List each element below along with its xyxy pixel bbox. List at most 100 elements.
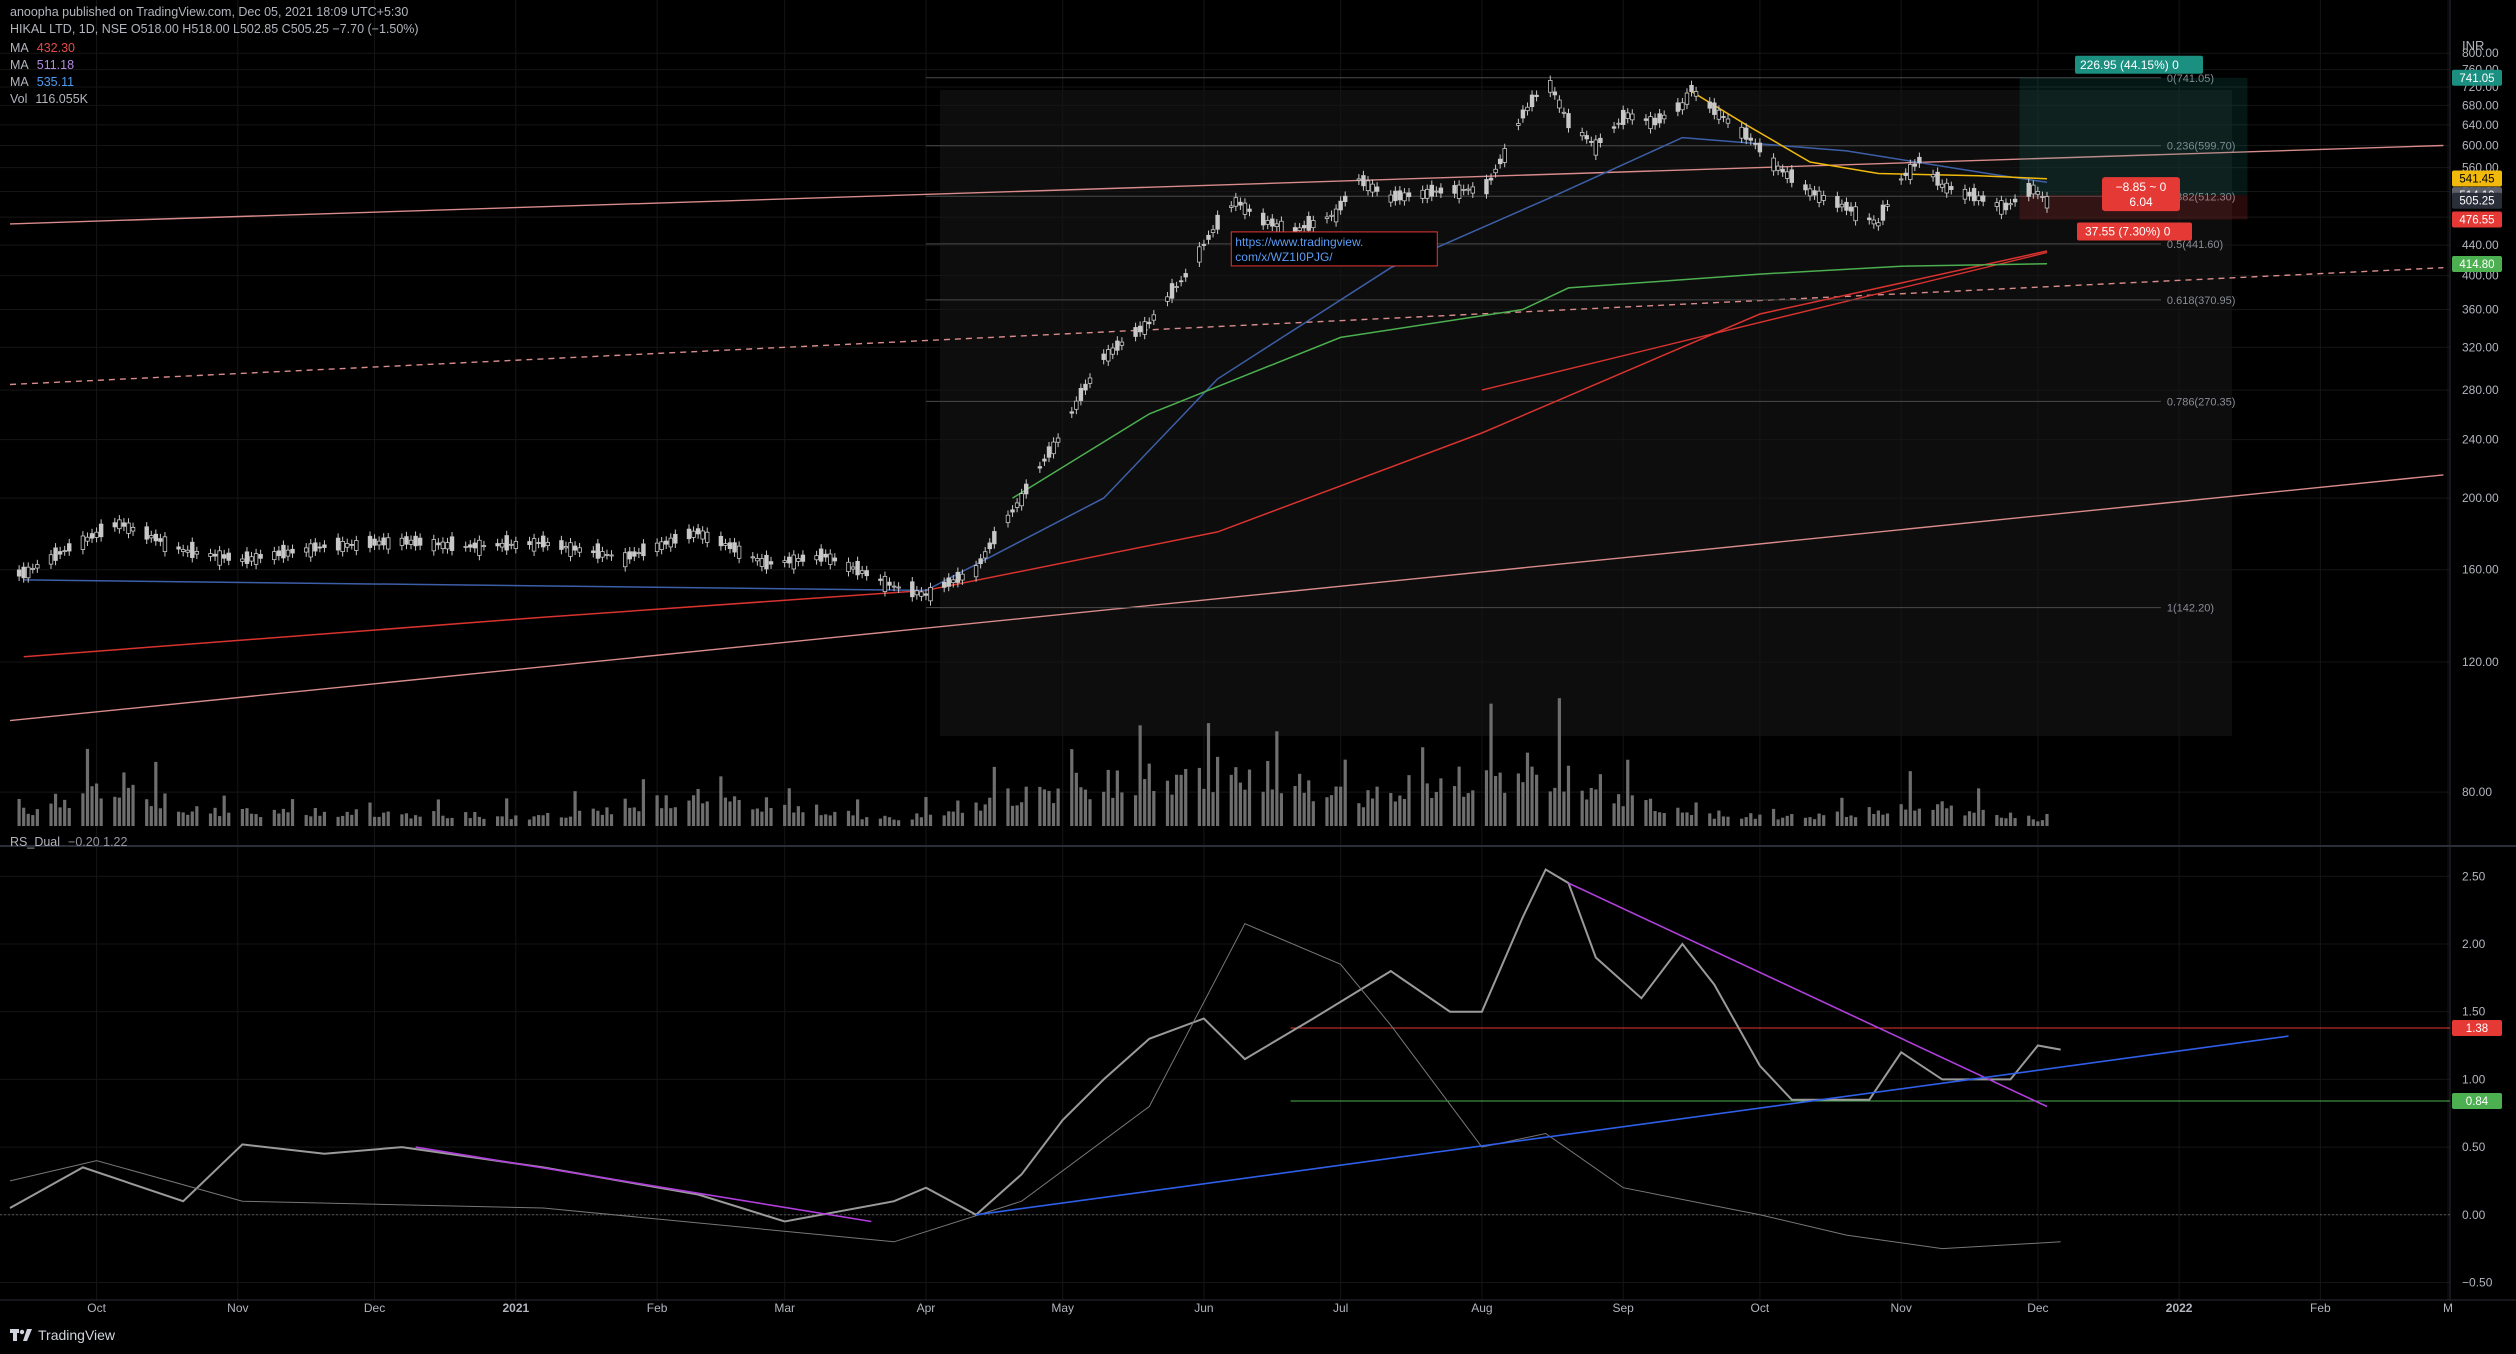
candle-body xyxy=(1980,195,1986,202)
candle-body xyxy=(21,566,26,579)
candle-body xyxy=(723,543,728,546)
volume-bar xyxy=(910,819,914,826)
volume-bar xyxy=(764,797,769,826)
candle-body xyxy=(53,547,58,561)
candle-body xyxy=(632,551,637,557)
candle-body xyxy=(1493,168,1498,174)
volume-bar xyxy=(445,818,450,826)
candle-body xyxy=(1967,191,1972,197)
x-axis-tick-label: Oct xyxy=(1751,1301,1770,1315)
candle-body xyxy=(1238,201,1243,206)
candle-body xyxy=(800,554,806,562)
volume-bar xyxy=(1771,808,1776,826)
volume-bar xyxy=(1375,786,1379,826)
volume-bar xyxy=(596,810,600,826)
volume-bar xyxy=(687,800,691,826)
volume-bar xyxy=(1243,789,1247,826)
volume-bar xyxy=(186,814,190,826)
candle-body xyxy=(1365,180,1371,192)
candle-body xyxy=(98,523,104,538)
volume-bar xyxy=(1803,817,1808,826)
candle-body xyxy=(495,543,500,547)
candle-body xyxy=(1151,314,1157,321)
candle-body xyxy=(1274,223,1280,228)
candle-body xyxy=(591,550,596,553)
price-axis-badge-label: 476.55 xyxy=(2459,214,2494,226)
candle-body xyxy=(67,543,72,552)
candle-body xyxy=(1470,186,1475,194)
volume-bar xyxy=(496,816,500,826)
candle-body xyxy=(1137,325,1143,333)
price-tick-label: 280.00 xyxy=(2462,383,2499,397)
candle-body xyxy=(376,540,382,546)
volume-bar xyxy=(737,800,741,826)
rs-tick-label: 1.50 xyxy=(2462,1005,2486,1019)
volume-bar xyxy=(1972,812,1976,826)
volume-bar xyxy=(1006,788,1010,826)
volume-bar xyxy=(1822,815,1826,826)
volume-bar xyxy=(468,818,472,826)
rs-axis-badge-label: 1.38 xyxy=(2466,1023,2488,1035)
candle-body xyxy=(258,554,263,559)
volume-bar xyxy=(149,806,153,826)
rs-axis-badge xyxy=(2452,1093,2502,1110)
candle-body xyxy=(1534,94,1539,97)
candle-body xyxy=(1962,188,1968,200)
candle-body xyxy=(1589,141,1594,143)
candle-body xyxy=(180,549,186,552)
candle-body xyxy=(700,530,705,540)
price-axis-badge-label: 505.25 xyxy=(2459,196,2494,208)
candle-body xyxy=(1074,400,1079,410)
volume-bar xyxy=(1562,791,1566,826)
candle-body xyxy=(1301,225,1307,229)
volume-bar xyxy=(286,812,290,826)
volume-bar xyxy=(1708,813,1712,826)
price-tick-label: 400.00 xyxy=(2462,269,2499,283)
volume-bar xyxy=(413,815,418,826)
volume-bar xyxy=(1840,797,1844,826)
volume-bar xyxy=(865,817,869,826)
candle-body xyxy=(1051,441,1056,455)
volume-bar xyxy=(1074,772,1078,826)
price-axis-badge xyxy=(2452,170,2502,187)
candle-body xyxy=(322,544,327,548)
volume-bar xyxy=(1334,786,1338,826)
candle-body xyxy=(130,526,136,532)
volume-bar xyxy=(988,797,992,826)
volume-bar xyxy=(1088,799,1092,826)
volume-bar xyxy=(573,791,577,826)
candle-body xyxy=(1338,200,1343,211)
x-axis-tick-label: Mar xyxy=(774,1301,795,1315)
candle-body xyxy=(1721,116,1726,118)
candle-body xyxy=(850,566,856,570)
candle-body xyxy=(1548,80,1553,93)
x-axis-tick-label: Aug xyxy=(1471,1301,1492,1315)
fib-level-label: 0.786(270.35) xyxy=(2167,396,2236,408)
candle-body xyxy=(80,535,86,550)
volume-bar xyxy=(924,797,928,826)
volume-bar xyxy=(1534,774,1539,826)
volume-bar xyxy=(1853,817,1858,826)
volume-bar xyxy=(641,779,646,826)
volume-bar xyxy=(719,776,723,826)
volume-bar xyxy=(628,807,632,826)
volume-bar xyxy=(1457,766,1461,826)
candle-body xyxy=(1693,91,1699,97)
candle-body xyxy=(914,590,920,596)
volume-bar xyxy=(846,810,851,826)
volume-bar xyxy=(1580,790,1584,826)
candle-body xyxy=(832,557,838,562)
volume-bar xyxy=(1452,786,1457,826)
volume-bar xyxy=(281,808,286,826)
candle-body xyxy=(190,541,195,558)
volume-bar xyxy=(878,818,882,826)
moving-average-line xyxy=(1012,263,2048,499)
volume-bar xyxy=(227,812,231,826)
candle-body xyxy=(317,546,323,549)
candle-body xyxy=(2003,202,2009,211)
volume-bar xyxy=(1439,778,1443,826)
volume-bar xyxy=(158,808,162,826)
candle-body xyxy=(1529,94,1535,108)
candle-body xyxy=(1270,218,1275,227)
